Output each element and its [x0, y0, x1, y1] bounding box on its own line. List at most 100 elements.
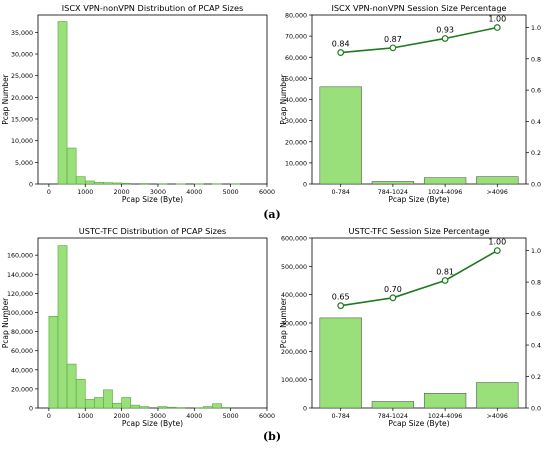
- x-tick-label: 5000: [223, 189, 239, 196]
- bar-1024-4096: [423, 177, 467, 185]
- histogram-bar: [103, 182, 113, 185]
- bar-784-1024: [371, 181, 415, 185]
- y2-tick-label: 0.0: [531, 406, 541, 413]
- y-tick-label: 600,000: [281, 236, 307, 243]
- chart-2: ISCX VPN-nonVPN Session Size Percentage P…: [279, 3, 541, 204]
- histogram-bar: [48, 316, 59, 409]
- y2-tick-label: 0.8: [531, 280, 541, 287]
- y-tick-label: 200,000: [281, 349, 307, 356]
- y2-tick-label: 0.4: [531, 343, 541, 350]
- y-tick-label: 140,000: [7, 272, 33, 279]
- histogram-bar: [84, 180, 95, 185]
- x-axis-label: Pcap Size (Byte): [388, 419, 449, 428]
- y2-tick-label: 0.2: [531, 150, 541, 157]
- y-tick-label: 0: [29, 182, 33, 189]
- histogram-bar: [166, 406, 177, 409]
- y-tick-label: 40,000: [11, 367, 33, 374]
- line-point: [389, 294, 397, 302]
- histogram-bar: [112, 182, 122, 185]
- x-axis-label: Pcap Size (Byte): [388, 195, 449, 204]
- x-tick-label: 6000: [259, 189, 275, 196]
- y2-tick-label: 1.0: [531, 25, 541, 32]
- x-tick-label: 784-1024: [378, 189, 408, 196]
- histogram-bar: [139, 406, 150, 409]
- line-point: [337, 302, 345, 310]
- x-tick-label: >4096: [487, 413, 508, 420]
- x-tick-label: 0-784: [332, 189, 350, 196]
- bar-784-1024: [371, 401, 415, 409]
- x-tick-label: 2000: [114, 189, 130, 196]
- y-tick-label: 40,000: [285, 97, 307, 104]
- y-tick-label: 160,000: [7, 253, 33, 260]
- x-tick-label: 6000: [259, 413, 275, 420]
- cumulative-line: [340, 26, 498, 54]
- x-axis-label: Pcap Size (Byte): [122, 195, 183, 204]
- chart-title: USTC-TFC Session Size Percentage: [349, 226, 490, 236]
- bar-1024-4096: [423, 393, 467, 409]
- histogram-bar: [157, 406, 168, 409]
- histogram-bar: [84, 399, 95, 409]
- y-tick-label: 35,000: [11, 30, 33, 37]
- chart-4: USTC-TFC Session Size Percentage Pcap Siz…: [279, 226, 541, 428]
- y2-tick-label: 0.2: [531, 374, 541, 381]
- histogram-bar: [203, 406, 213, 409]
- chart-3: USTC-TFC Distribution of PCAP Sizes Pcap …: [1, 226, 275, 428]
- x-tick-label: 0-784: [332, 413, 350, 420]
- y-tick-label: 60,000: [285, 55, 307, 62]
- bar-0-784: [319, 317, 362, 409]
- cumulative-line: [340, 249, 498, 307]
- x-tick-label: 1024-4096: [428, 189, 462, 196]
- histogram-bar: [94, 181, 104, 185]
- y-tick-label: 0: [29, 406, 33, 413]
- x-tick-label: 784-1024: [378, 413, 408, 420]
- y-tick-label: 10,000: [11, 138, 33, 145]
- caption-a: (a): [263, 208, 281, 221]
- line-point: [441, 277, 449, 284]
- histogram-bar: [57, 245, 68, 409]
- y2-tick-label: 0.4: [531, 119, 541, 126]
- x-tick-label: 4000: [186, 413, 202, 420]
- line-data-label: 1.00: [488, 15, 506, 24]
- histogram-bar: [66, 147, 77, 185]
- y-tick-label: 300,000: [281, 321, 307, 328]
- y-tick-label: 500,000: [281, 264, 307, 271]
- y-tick-label: 5,000: [15, 160, 33, 167]
- histogram-bar: [121, 183, 131, 185]
- y-tick-label: 0: [303, 406, 307, 413]
- line-data-label: 0.93: [436, 25, 454, 34]
- line-point: [441, 35, 449, 42]
- y-tick-label: 15,000: [11, 117, 33, 124]
- y-tick-label: 20,000: [11, 95, 33, 102]
- x-tick-label: 1000: [77, 189, 93, 196]
- line-data-label: 1.00: [488, 238, 506, 247]
- y-tick-label: 20,000: [285, 139, 307, 146]
- x-tick-label: 4000: [186, 189, 202, 196]
- y-tick-label: 20,000: [11, 386, 33, 393]
- x-tick-label: 0: [47, 413, 51, 420]
- y-tick-label: 10,000: [285, 160, 307, 167]
- y-axis-label: Pcap Number: [1, 73, 10, 124]
- x-tick-label: 1024-4096: [428, 413, 462, 420]
- histogram-bar: [112, 402, 122, 409]
- y-tick-label: 80,000: [11, 329, 33, 336]
- histogram-bar: [94, 397, 104, 409]
- y-tick-label: 70,000: [285, 34, 307, 41]
- histogram-bar: [75, 379, 86, 409]
- histogram-bar: [130, 404, 141, 409]
- histogram-bar: [212, 403, 222, 409]
- x-tick-label: 1000: [77, 413, 93, 420]
- y-tick-label: 30,000: [285, 118, 307, 125]
- y-tick-label: 30,000: [11, 52, 33, 59]
- line-point: [493, 247, 501, 254]
- chart-title: USTC-TFC Distribution of PCAP Sizes: [79, 226, 226, 236]
- line-data-label: 0.70: [384, 285, 402, 294]
- y-tick-label: 50,000: [285, 76, 307, 83]
- chart-1: ISCX VPN-nonVPN Distribution of PCAP Siz…: [1, 3, 275, 204]
- y-axis-label: Pcap Number: [1, 297, 10, 348]
- line-point: [493, 24, 501, 31]
- y-tick-label: 100,000: [281, 377, 307, 384]
- x-tick-label: >4096: [487, 189, 508, 196]
- histogram-bar: [75, 176, 86, 185]
- x-tick-label: 3000: [150, 189, 166, 196]
